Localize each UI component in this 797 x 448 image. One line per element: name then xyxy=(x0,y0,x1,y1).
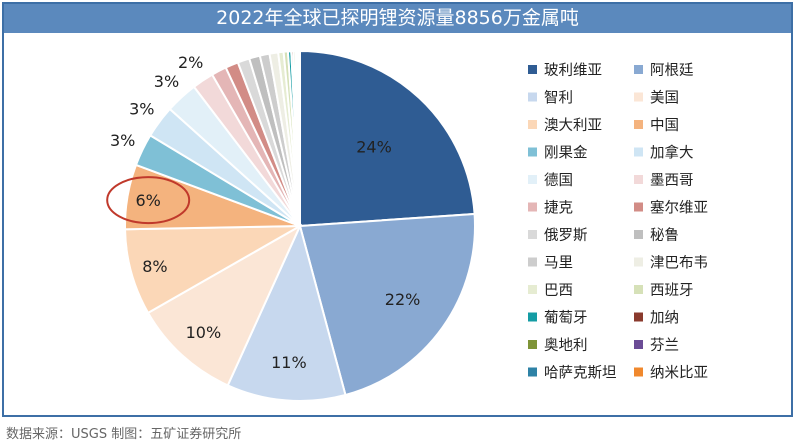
legend-label-13: 俄罗斯 xyxy=(544,227,588,244)
slice-label-6: 6% xyxy=(135,191,160,210)
slice-label-8: 3% xyxy=(129,100,154,119)
legend-swatch-11 xyxy=(528,202,537,212)
legend-swatch-24 xyxy=(634,367,643,377)
legend-swatch-16 xyxy=(634,257,643,267)
legend-swatch-8 xyxy=(634,147,643,157)
slice-label-1: 24% xyxy=(356,138,392,157)
pie-slice-1 xyxy=(299,49,476,228)
legend-swatch-13 xyxy=(528,230,537,239)
legend-label-14: 秘鲁 xyxy=(650,227,679,244)
legend-swatch-14 xyxy=(634,230,643,239)
legend-swatch-18 xyxy=(634,285,643,294)
legend-swatch-9 xyxy=(528,175,537,184)
source-note: 数据来源：USGS 制图：五矿证券研究所 xyxy=(6,427,242,442)
legend-label-21: 奥地利 xyxy=(544,337,588,354)
slice-label-2: 22% xyxy=(385,290,421,309)
legend-label-20: 加纳 xyxy=(650,310,679,327)
legend-label-9: 德国 xyxy=(544,172,573,189)
legend-swatch-21 xyxy=(528,340,537,349)
chart-title: 2022年全球已探明锂资源量8856万金属吨 xyxy=(4,4,791,33)
legend-label-5: 澳大利亚 xyxy=(544,117,602,134)
legend-swatch-19 xyxy=(528,312,537,322)
legend-label-10: 墨西哥 xyxy=(650,173,694,189)
slice-label-3: 11% xyxy=(271,353,307,372)
legend-label-22: 芬兰 xyxy=(650,337,679,354)
slice-label-10: 2% xyxy=(178,53,203,72)
legend-swatch-1 xyxy=(528,65,537,74)
legend-swatch-22 xyxy=(634,340,643,349)
legend-label-11: 捷克 xyxy=(544,200,573,217)
legend-swatch-17 xyxy=(528,285,537,294)
legend-swatch-15 xyxy=(528,257,537,267)
legend-swatch-12 xyxy=(634,202,643,212)
legend-label-6: 中国 xyxy=(650,117,679,134)
pie-slice-2 xyxy=(298,212,476,397)
legend-swatch-7 xyxy=(528,147,537,157)
slice-label-9: 3% xyxy=(154,72,179,91)
slice-label-4: 10% xyxy=(186,323,222,342)
highlight-circle xyxy=(106,176,191,225)
pie-slice-3 xyxy=(226,223,347,402)
legend-label-23: 哈萨克斯坦 xyxy=(544,365,617,382)
legend-swatch-2 xyxy=(634,65,643,74)
pie-chart: 24%22%11%10%8%6%3%3%3%2% 玻利维亚 阿根廷智利 美国澳大利亚中… xyxy=(106,49,708,402)
legend-label-16: 津巴布韦 xyxy=(650,255,708,272)
pie-slice-4 xyxy=(146,223,303,387)
legend-label-17: 巴西 xyxy=(544,283,573,299)
legend-swatch-4 xyxy=(634,92,643,102)
legend-label-8: 加拿大 xyxy=(650,144,694,162)
legend-swatch-23 xyxy=(528,367,537,377)
legend-swatch-5 xyxy=(528,120,537,129)
slice-label-5: 8% xyxy=(142,257,167,276)
legend-label-1: 玻利维亚 xyxy=(544,62,602,79)
legend-swatch-10 xyxy=(634,175,643,184)
legend-label-3: 智利 xyxy=(544,90,573,107)
legend-label-2: 阿根廷 xyxy=(650,62,694,79)
legend-label-19: 葡萄牙 xyxy=(544,310,588,327)
legend-label-7: 刚果金 xyxy=(544,145,588,162)
legend-swatch-6 xyxy=(634,120,643,129)
legend-swatch-20 xyxy=(634,312,643,322)
legend-label-24: 纳米比亚 xyxy=(650,365,708,382)
legend-swatch-3 xyxy=(528,92,537,102)
legend-label-4: 美国 xyxy=(650,90,679,107)
slice-label-7: 3% xyxy=(110,131,135,150)
legend-label-12: 塞尔维亚 xyxy=(650,199,708,217)
pie-slice-24 xyxy=(297,49,301,227)
legend-label-15: 马里 xyxy=(544,255,573,272)
legend-label-18: 西班牙 xyxy=(650,282,694,299)
